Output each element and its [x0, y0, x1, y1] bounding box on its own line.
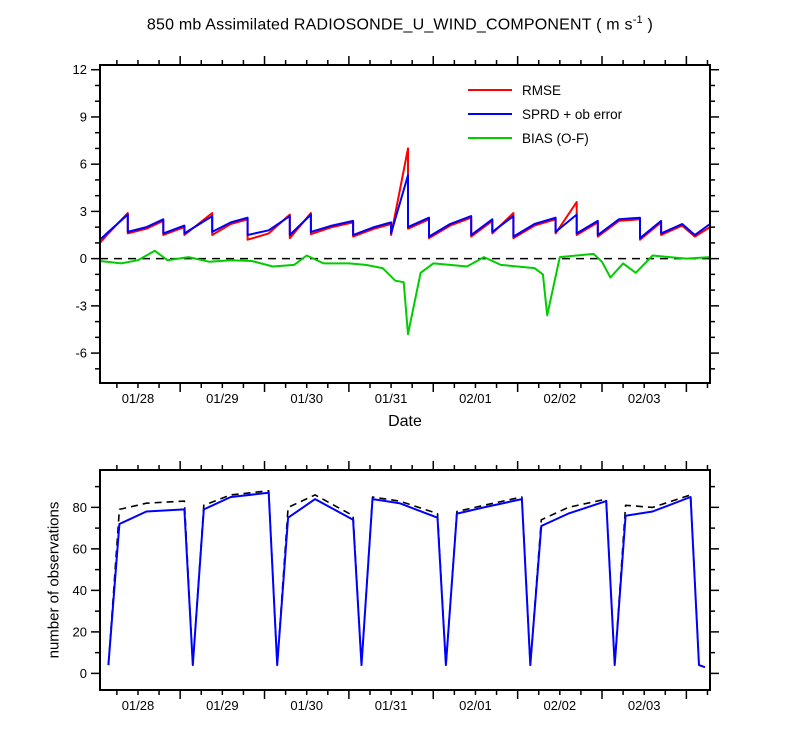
x-tick-label: 02/03 — [628, 391, 661, 406]
y-tick-label: 3 — [80, 204, 87, 219]
axis-box — [99, 64, 711, 384]
y-tick-label: -6 — [75, 346, 87, 361]
y-tick-label: 9 — [80, 109, 87, 124]
x-tick-label: 01/29 — [206, 391, 239, 406]
x-tick-label: 02/01 — [459, 391, 492, 406]
x-tick-label: 01/28 — [122, 698, 155, 713]
panel-bottom: 01/28 01/29 01/30 01/31 02/01 02/02 02/03 0 20 40… — [73, 461, 719, 713]
y-tick-label: -3 — [75, 298, 87, 313]
x-tick-label: 02/01 — [459, 698, 492, 713]
x-tick-label: 01/30 — [290, 391, 323, 406]
y-tick-label: 0 — [80, 666, 87, 681]
chart-title-superscript: -1 — [632, 14, 643, 26]
legend-label-sprd: SPRD + ob error — [522, 106, 623, 122]
x-tick-label: 02/02 — [544, 698, 577, 713]
legend-line-sample-rmse — [468, 89, 512, 91]
y-tick-label: 40 — [73, 583, 87, 598]
series-line-assimilated — [107, 491, 706, 669]
x-tick-label: 01/31 — [375, 698, 408, 713]
y-tick-label: 0 — [80, 251, 87, 266]
x-tick-label: 01/29 — [206, 698, 239, 713]
x-tick-label: 02/03 — [628, 698, 661, 713]
legend-label-bias: BIAS (O-F) — [522, 130, 589, 146]
chart-title: 850 mb Assimilated RADIOSONDE_U_WIND_COM… — [0, 14, 800, 34]
chart-title-main: 850 mb Assimilated RADIOSONDE_U_WIND_COM… — [146, 16, 633, 34]
panel-top: 01/28 01/29 01/30 01/31 02/01 02/02 02/03 -6 -3 0… — [73, 56, 719, 406]
series-line-sprd-ob-error — [99, 174, 711, 241]
x-tick-label: 02/02 — [544, 391, 577, 406]
series-line-bias-o-f- — [99, 249, 711, 336]
legend: RMSE SPRD + ob error BIAS (O-F) — [468, 78, 622, 150]
legend-line-sample-bias — [468, 137, 512, 139]
x-tick-label: 01/28 — [122, 391, 155, 406]
chart-title-tail: ) — [642, 16, 654, 34]
legend-label-rmse: RMSE — [522, 82, 562, 98]
x-axis-title: Date — [388, 413, 422, 430]
y-tick-label: 80 — [73, 500, 87, 515]
legend-item-rmse: RMSE — [468, 78, 622, 102]
legend-item-bias: BIAS (O-F) — [468, 126, 622, 150]
x-tick-label: 01/30 — [290, 698, 323, 713]
y-axis-title-bottom: number of observations — [45, 501, 63, 659]
axis-box — [99, 469, 711, 691]
legend-line-sample-sprd — [468, 113, 512, 115]
y-tick-label: 20 — [73, 624, 87, 639]
y-tick-label: 60 — [73, 541, 87, 556]
series-line-possible-dashed- — [107, 489, 706, 668]
legend-item-sprd: SPRD + ob error — [468, 102, 622, 126]
y-tick-label: 12 — [73, 62, 87, 77]
x-tick-label: 01/31 — [375, 391, 408, 406]
y-tick-label: 6 — [80, 157, 87, 172]
